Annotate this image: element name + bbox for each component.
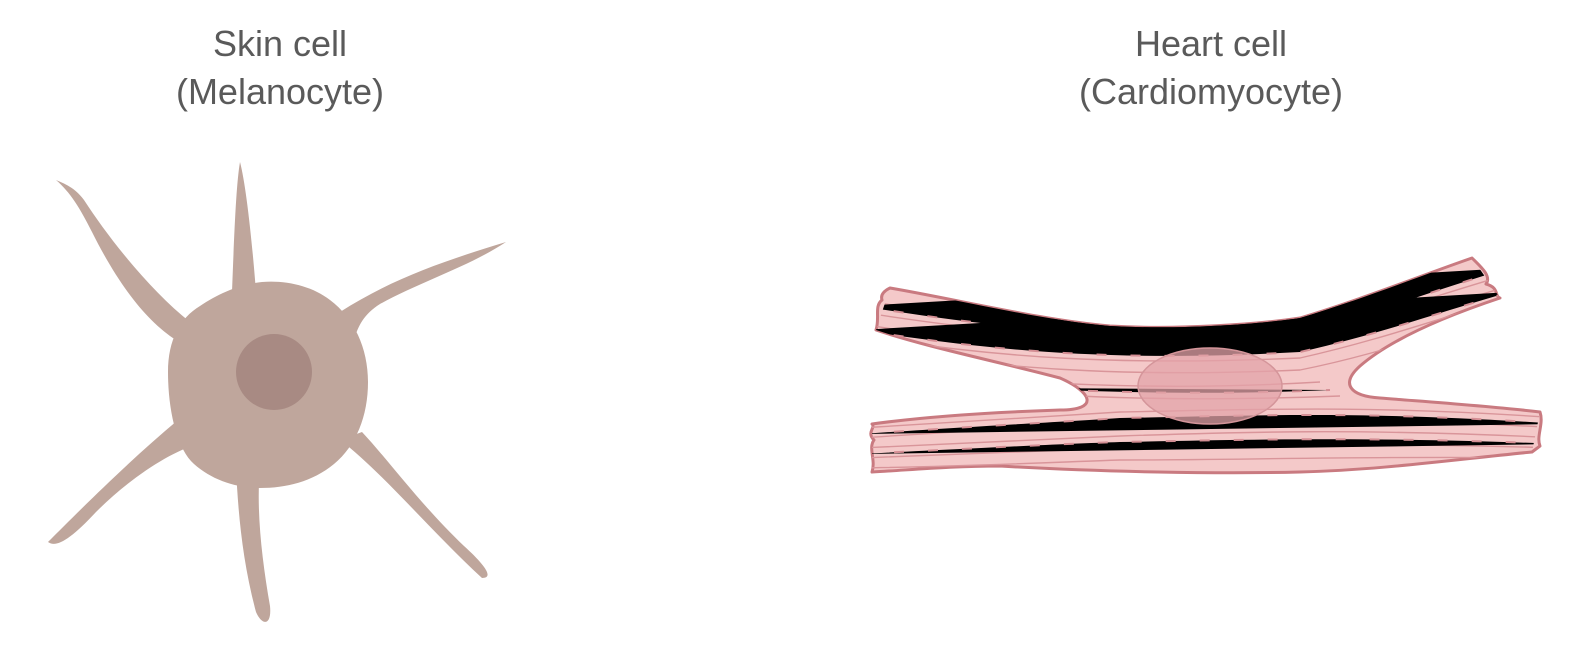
dendrite-upper-right [340,242,506,340]
cardiomyocyte-illustration [869,256,1543,475]
myofibril-line [872,431,1540,449]
skin-cell-caption: Skin cell (Melanocyte) [0,20,560,116]
heart-cell-panel: Heart cell (Cardiomyocyte) [840,0,1582,671]
dendrite-upper-left [56,180,190,340]
myofibril-line [872,408,1540,429]
cardiomyocyte-body [869,256,1543,475]
skin-cell-title: Skin cell [212,23,348,64]
dendrite-bottom [236,468,271,622]
skin-cell-subtitle: (Melanocyte) [175,71,385,112]
skin-cell-panel: Skin cell (Melanocyte) [0,0,560,671]
melanocyte-illustration [48,162,506,622]
myofibril-line [872,456,1540,469]
melanocyte-nucleus [236,334,312,410]
cardiomyocyte-nucleus [1137,347,1283,425]
melanocyte-dendrites [48,162,506,622]
striation-band [872,438,1540,455]
heart-cell-caption: Heart cell (Cardiomyocyte) [840,20,1582,116]
heart-cell-title: Heart cell [1134,23,1288,64]
dendrite-lower-left [48,420,198,544]
dendrite-top [232,162,256,292]
heart-cell-subtitle: (Cardiomyocyte) [1078,71,1344,112]
dendrite-lower-right [340,432,488,578]
